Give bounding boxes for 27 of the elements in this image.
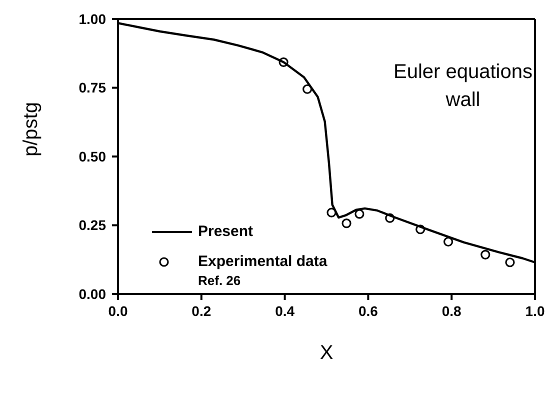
y-tick-label: 0.50	[78, 148, 106, 164]
point	[505, 258, 515, 268]
y-axis-title: p/pstg	[20, 102, 42, 156]
x-tick-label: 0.8	[442, 302, 462, 319]
legend-label: Present	[198, 223, 254, 240]
point	[326, 208, 336, 218]
x-tick-label: 0.0	[108, 302, 128, 319]
y-tick-label: 0.75	[78, 80, 106, 96]
point	[342, 218, 352, 228]
text: Euler equations wall	[393, 60, 533, 113]
x-tick-label: 0.2	[192, 302, 212, 319]
point	[302, 84, 312, 94]
legend-label: Experimental data	[198, 253, 328, 270]
x-axis-title: X	[320, 342, 334, 364]
point	[278, 57, 288, 67]
y-tick-label: 0.25	[78, 217, 106, 234]
annotation: Ref. 26	[198, 273, 242, 288]
point	[480, 250, 490, 260]
point	[354, 209, 364, 219]
x-tick-label: 1.0	[525, 302, 545, 319]
x-tick-label: 0.6	[358, 302, 378, 319]
point	[385, 213, 395, 223]
y-tick-label: 0.00	[78, 286, 106, 302]
point	[416, 224, 426, 234]
point	[443, 236, 454, 247]
y-tick-label: 1.00	[78, 10, 106, 27]
x-tick-label: 0.4	[275, 302, 295, 319]
